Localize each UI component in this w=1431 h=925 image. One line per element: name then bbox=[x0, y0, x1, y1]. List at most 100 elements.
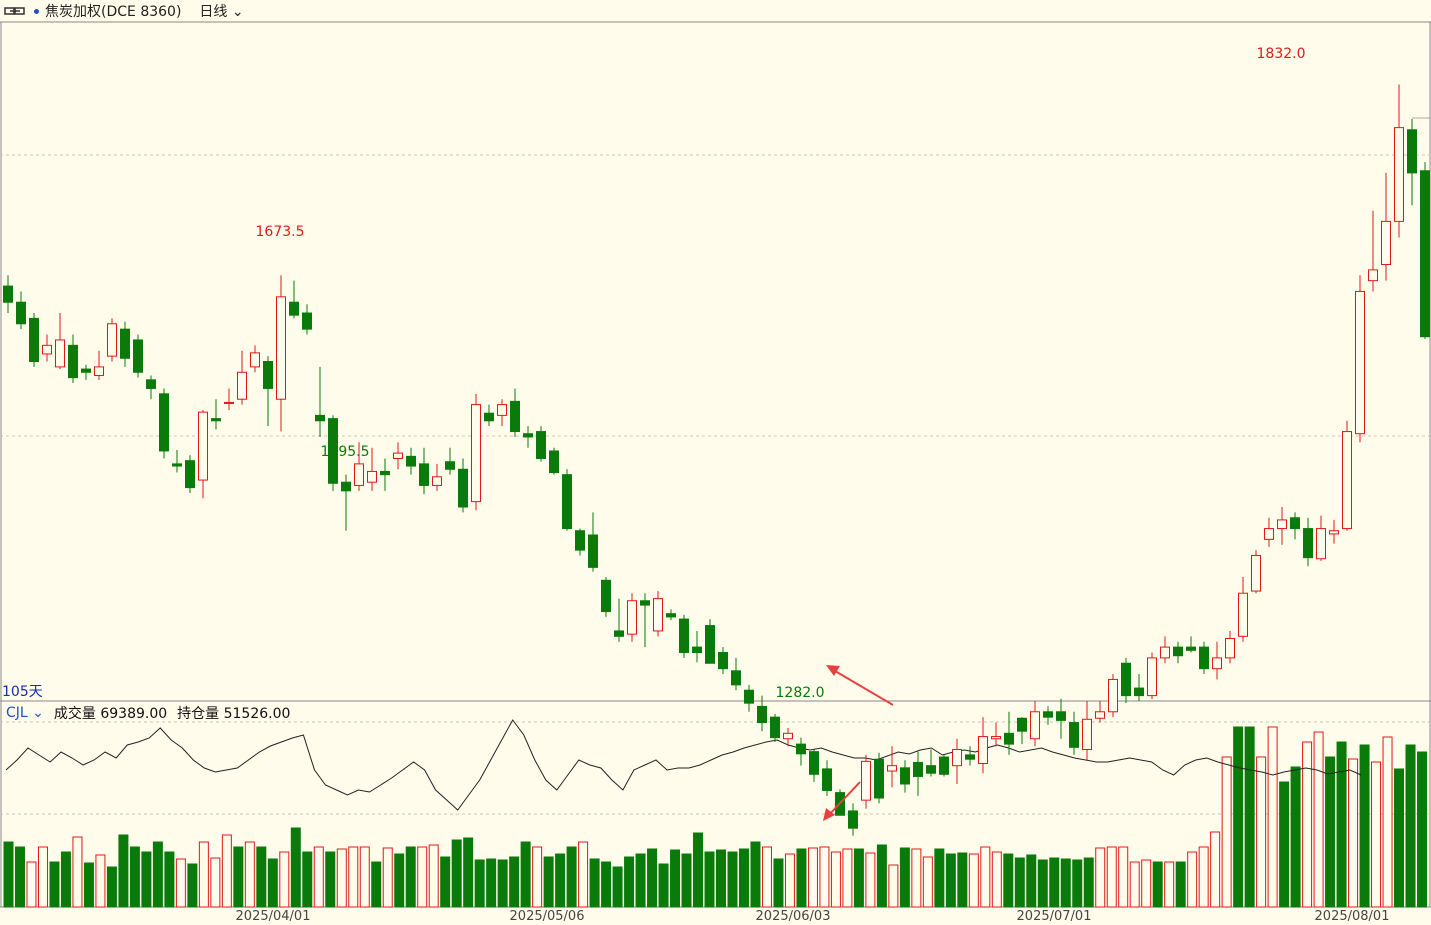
candle bbox=[601, 577, 611, 617]
volume-bar bbox=[394, 853, 405, 908]
volume-bar bbox=[1336, 741, 1347, 908]
volume-bar bbox=[888, 864, 899, 908]
volume-bar bbox=[1049, 857, 1060, 908]
candle bbox=[29, 313, 39, 367]
volume-bar bbox=[152, 841, 163, 908]
volume-bar bbox=[784, 853, 795, 908]
candle bbox=[796, 737, 806, 766]
candle bbox=[718, 647, 728, 675]
volume-bar bbox=[221, 834, 232, 908]
volume-bar bbox=[1083, 857, 1094, 908]
candle bbox=[146, 375, 156, 400]
candle bbox=[1225, 630, 1235, 664]
candle bbox=[1043, 706, 1053, 725]
volume-bar bbox=[129, 846, 140, 908]
volume-bar bbox=[1141, 859, 1152, 908]
volume-bar bbox=[1290, 766, 1301, 908]
candle bbox=[614, 598, 624, 642]
volume-bar bbox=[37, 846, 48, 908]
volume-bar bbox=[1359, 744, 1370, 908]
arrow-annotation-price bbox=[826, 665, 894, 706]
candle bbox=[198, 410, 208, 499]
indicator-selector[interactable]: CJL ⌄ bbox=[6, 705, 44, 721]
candle bbox=[822, 760, 832, 796]
volume-bar bbox=[589, 858, 600, 908]
link-icon[interactable] bbox=[4, 5, 26, 17]
candle bbox=[237, 350, 247, 405]
volume-bar bbox=[302, 851, 313, 908]
volume-bar bbox=[1256, 756, 1267, 908]
candle bbox=[185, 455, 195, 493]
x-tick-label: 2025/07/01 bbox=[1016, 909, 1092, 924]
candle bbox=[1394, 84, 1404, 238]
volume-bar bbox=[95, 854, 106, 908]
volume-bar bbox=[957, 852, 968, 908]
candle bbox=[393, 442, 403, 470]
candle bbox=[1368, 210, 1378, 292]
candle bbox=[549, 447, 559, 475]
volume-bar bbox=[1003, 853, 1014, 908]
candle bbox=[770, 713, 780, 742]
candle bbox=[978, 717, 988, 774]
volume-bar bbox=[83, 862, 94, 908]
candle bbox=[445, 447, 455, 475]
volume-bar bbox=[566, 846, 577, 908]
volume-bar bbox=[256, 846, 267, 908]
volume-bar bbox=[106, 866, 117, 908]
volume-bar bbox=[325, 851, 336, 908]
candle bbox=[380, 458, 390, 491]
volume-bar bbox=[1302, 741, 1313, 908]
volume-bar bbox=[555, 853, 566, 908]
period-selector[interactable]: 日线 ⌄ bbox=[199, 1, 243, 21]
volume-bar bbox=[1175, 861, 1186, 908]
volume-readout: 成交量 69389.00 bbox=[53, 706, 168, 722]
candle bbox=[562, 469, 572, 531]
volume-bar bbox=[922, 856, 933, 908]
volume-bar bbox=[210, 857, 221, 908]
volume-bar bbox=[1394, 768, 1405, 908]
volume-bar bbox=[773, 858, 784, 908]
volume-bar bbox=[118, 834, 129, 908]
volume-bar bbox=[899, 847, 910, 908]
open-interest-readout: 持仓量 51526.00 bbox=[177, 706, 291, 722]
candle bbox=[744, 684, 754, 712]
candle bbox=[1017, 717, 1027, 745]
volume-bar bbox=[26, 861, 37, 908]
volume-bar bbox=[991, 851, 1002, 908]
candle bbox=[692, 630, 702, 663]
volume-bar bbox=[1060, 858, 1071, 908]
volume-bar bbox=[1198, 846, 1209, 908]
status-dot-icon bbox=[34, 8, 39, 14]
candle bbox=[848, 803, 858, 836]
candle bbox=[367, 447, 377, 491]
candle bbox=[1095, 701, 1105, 723]
volume-bar bbox=[1014, 857, 1025, 908]
volume-bar bbox=[578, 841, 589, 908]
candle bbox=[1277, 507, 1287, 545]
candle bbox=[16, 291, 26, 330]
volume-bar bbox=[750, 841, 761, 908]
candle bbox=[107, 318, 117, 362]
candle bbox=[861, 754, 871, 809]
high-label-2: 1832.0 bbox=[1257, 46, 1306, 62]
volume-bar bbox=[830, 851, 841, 908]
x-tick-label: 2025/06/03 bbox=[755, 909, 831, 924]
candle bbox=[1381, 172, 1391, 281]
candle bbox=[68, 334, 78, 384]
candle bbox=[289, 280, 299, 319]
candle bbox=[1251, 550, 1261, 594]
candle bbox=[666, 609, 676, 621]
volume-bar bbox=[1106, 846, 1117, 908]
volume-bar bbox=[198, 841, 209, 908]
candle bbox=[1108, 674, 1118, 718]
volume-bar bbox=[796, 848, 807, 908]
candle bbox=[133, 334, 143, 378]
volume-bar bbox=[968, 853, 979, 908]
volume-bar bbox=[1187, 851, 1198, 908]
candle bbox=[731, 657, 741, 691]
volume-bar bbox=[1267, 726, 1278, 908]
volume-bar bbox=[3, 841, 14, 908]
volume-bar bbox=[175, 858, 186, 908]
